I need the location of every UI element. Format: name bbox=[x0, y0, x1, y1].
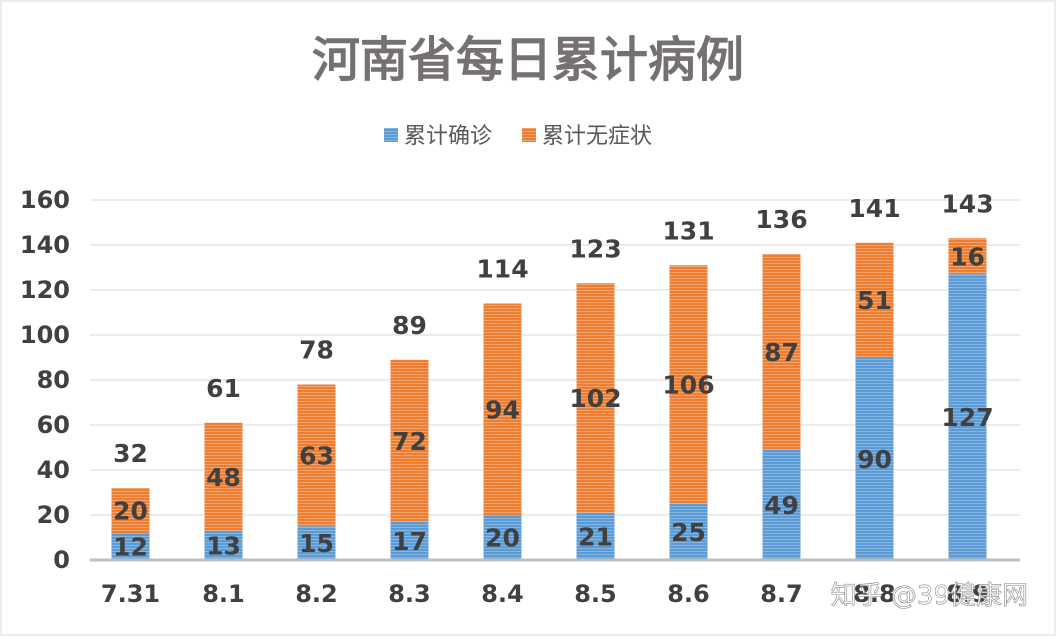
x-tick-label: 8.9 bbox=[946, 580, 989, 608]
bar-segment-asymptomatic bbox=[948, 238, 987, 275]
x-tick-label: 8.5 bbox=[574, 580, 617, 608]
bar-segment-asymptomatic bbox=[204, 422, 243, 531]
watermark: 知乎 @39健康网 bbox=[831, 581, 1028, 611]
total-label: 136 bbox=[755, 205, 807, 234]
x-tick-label: 7.31 bbox=[101, 580, 160, 608]
x-tick-label: 8.4 bbox=[481, 580, 524, 608]
legend-swatch bbox=[384, 128, 398, 142]
legend-label: 累计确诊 bbox=[404, 124, 492, 149]
bar-segment-asymptomatic bbox=[855, 242, 894, 358]
bar-segment-asymptomatic bbox=[390, 359, 429, 522]
data-label: 106 bbox=[662, 371, 714, 400]
total-label: 61 bbox=[206, 374, 241, 403]
x-tick-label: 8.2 bbox=[295, 580, 338, 608]
total-label: 123 bbox=[569, 234, 621, 263]
y-tick-label: 140 bbox=[20, 231, 70, 259]
y-tick-label: 120 bbox=[20, 276, 70, 304]
data-label: 21 bbox=[578, 522, 613, 551]
data-label: 87 bbox=[764, 338, 799, 367]
bar-segment-confirmed bbox=[948, 274, 987, 560]
bar-segment-confirmed bbox=[669, 503, 708, 560]
bar-segment-confirmed bbox=[576, 512, 615, 560]
data-label: 12 bbox=[113, 533, 148, 562]
legend-swatch bbox=[522, 128, 536, 142]
chart-title: 河南省每日累计病例 bbox=[312, 32, 744, 88]
x-tick-label: 8.1 bbox=[202, 580, 245, 608]
total-label: 114 bbox=[476, 255, 528, 284]
total-label: 141 bbox=[848, 194, 900, 223]
y-tick-label: 80 bbox=[37, 366, 70, 394]
bar-segment-confirmed bbox=[111, 533, 150, 560]
bar-segment-asymptomatic bbox=[483, 303, 522, 515]
bar-segment-confirmed bbox=[762, 449, 801, 560]
total-label: 78 bbox=[299, 336, 334, 365]
legend: 累计确诊 累计无症状 bbox=[384, 124, 652, 149]
data-label: 102 bbox=[569, 384, 621, 413]
bar-segment-asymptomatic bbox=[762, 254, 801, 450]
data-label: 20 bbox=[485, 524, 520, 553]
bar-segment-asymptomatic bbox=[576, 283, 615, 513]
bar-segment-asymptomatic bbox=[669, 265, 708, 504]
data-label: 94 bbox=[485, 395, 520, 424]
x-tick-label: 8.8 bbox=[853, 580, 896, 608]
data-label: 72 bbox=[392, 427, 427, 456]
data-label: 63 bbox=[299, 441, 334, 470]
data-label: 51 bbox=[857, 286, 892, 315]
data-label: 13 bbox=[206, 531, 241, 560]
total-label: 143 bbox=[941, 189, 993, 218]
y-axis: 0 20 40 60 80 100 120 140 160 bbox=[20, 186, 70, 574]
data-label: 15 bbox=[299, 529, 334, 558]
bar-segment-asymptomatic bbox=[111, 488, 150, 533]
data-label: 25 bbox=[671, 518, 706, 547]
y-tick-label: 20 bbox=[37, 501, 70, 529]
data-label: 16 bbox=[950, 242, 985, 271]
total-label: 131 bbox=[662, 216, 714, 245]
bar-segment-confirmed bbox=[204, 530, 243, 560]
data-label: 17 bbox=[392, 527, 427, 556]
y-tick-label: 0 bbox=[53, 546, 70, 574]
y-tick-label: 60 bbox=[37, 411, 70, 439]
legend-label: 累计无症状 bbox=[542, 124, 652, 149]
x-tick-label: 8.6 bbox=[667, 580, 710, 608]
y-tick-label: 40 bbox=[37, 456, 70, 484]
data-label: 90 bbox=[857, 445, 892, 474]
y-tick-label: 160 bbox=[20, 186, 70, 214]
total-label: 32 bbox=[113, 439, 148, 468]
x-tick-label: 8.3 bbox=[388, 580, 431, 608]
total-label: 89 bbox=[392, 311, 427, 340]
bars: 12 20 32 13 48 61 15 63 78 17 72 89 20 94 114 21 102 123 2… bbox=[111, 189, 994, 562]
data-label: 48 bbox=[206, 463, 241, 492]
x-axis: 7.31 8.1 8.2 8.3 8.4 8.5 8.6 8.7 8.8 8.9 bbox=[90, 558, 1020, 608]
data-label: 49 bbox=[764, 491, 799, 520]
bar-segment-asymptomatic bbox=[297, 384, 336, 527]
bar-segment-confirmed bbox=[390, 521, 429, 560]
x-tick-label: 8.7 bbox=[760, 580, 803, 608]
y-tick-label: 100 bbox=[20, 321, 70, 349]
bar-segment-confirmed bbox=[855, 357, 894, 560]
data-label: 127 bbox=[941, 403, 993, 432]
bar-segment-confirmed bbox=[297, 526, 336, 560]
data-label: 20 bbox=[113, 497, 148, 526]
bar-segment-confirmed bbox=[483, 515, 522, 560]
